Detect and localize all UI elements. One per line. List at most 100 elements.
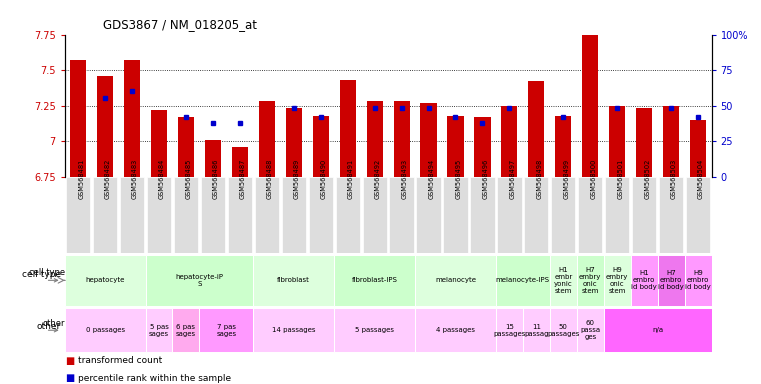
FancyBboxPatch shape <box>603 255 631 306</box>
Bar <box>124 60 140 177</box>
Text: melanocyte-IPS: melanocyte-IPS <box>496 277 550 283</box>
FancyBboxPatch shape <box>336 177 360 253</box>
FancyBboxPatch shape <box>65 308 145 353</box>
Text: GSM568483: GSM568483 <box>132 159 138 199</box>
Text: GSM568503: GSM568503 <box>671 159 677 199</box>
FancyBboxPatch shape <box>309 177 333 253</box>
Text: GSM568481: GSM568481 <box>78 159 84 199</box>
FancyBboxPatch shape <box>550 308 577 353</box>
Bar <box>393 101 409 177</box>
FancyBboxPatch shape <box>416 177 441 253</box>
FancyBboxPatch shape <box>415 308 496 353</box>
Text: GSM568486: GSM568486 <box>213 159 219 199</box>
FancyBboxPatch shape <box>631 255 658 306</box>
Text: GSM568495: GSM568495 <box>456 159 461 199</box>
FancyBboxPatch shape <box>686 177 710 253</box>
Text: GSM568498: GSM568498 <box>537 159 543 199</box>
Text: H9
embro
id body: H9 embro id body <box>685 270 711 290</box>
FancyBboxPatch shape <box>66 177 91 253</box>
FancyBboxPatch shape <box>228 177 252 253</box>
FancyBboxPatch shape <box>578 177 603 253</box>
FancyBboxPatch shape <box>253 308 334 353</box>
Text: other: other <box>37 322 61 331</box>
Text: GSM568504: GSM568504 <box>698 159 704 199</box>
FancyBboxPatch shape <box>659 177 683 253</box>
FancyBboxPatch shape <box>658 255 685 306</box>
Text: cell type: cell type <box>22 270 61 279</box>
Text: 6 pas
sages: 6 pas sages <box>176 324 196 337</box>
FancyBboxPatch shape <box>603 308 712 353</box>
Text: ■: ■ <box>65 373 74 383</box>
Text: ■: ■ <box>65 356 74 366</box>
FancyBboxPatch shape <box>632 177 656 253</box>
Text: 15
passages: 15 passages <box>493 324 526 337</box>
Bar <box>339 80 356 177</box>
Text: GSM568493: GSM568493 <box>402 159 408 199</box>
Text: 50
passages: 50 passages <box>547 324 579 337</box>
Text: GSM568490: GSM568490 <box>320 159 326 199</box>
Text: GSM568488: GSM568488 <box>267 159 273 199</box>
Text: hepatocyte-iP
S: hepatocyte-iP S <box>176 274 224 287</box>
FancyBboxPatch shape <box>255 177 279 253</box>
Bar <box>663 106 679 177</box>
Bar <box>636 108 652 177</box>
Bar <box>151 110 167 177</box>
FancyBboxPatch shape <box>470 177 495 253</box>
Bar <box>609 106 626 177</box>
FancyBboxPatch shape <box>415 255 496 306</box>
Bar <box>70 60 86 177</box>
Text: GSM568502: GSM568502 <box>644 159 650 199</box>
FancyBboxPatch shape <box>551 177 575 253</box>
FancyBboxPatch shape <box>334 308 415 353</box>
Text: hepatocyte: hepatocyte <box>85 277 125 283</box>
FancyBboxPatch shape <box>605 177 629 253</box>
Bar <box>232 147 248 177</box>
Text: percentile rank within the sample: percentile rank within the sample <box>78 374 231 383</box>
Text: 5 passages: 5 passages <box>355 327 394 333</box>
Text: 11
passag: 11 passag <box>524 324 549 337</box>
Text: GSM568497: GSM568497 <box>509 159 515 199</box>
FancyBboxPatch shape <box>93 177 117 253</box>
Text: 14 passages: 14 passages <box>272 327 316 333</box>
Bar <box>421 103 437 177</box>
Bar <box>556 116 572 177</box>
Text: GSM568499: GSM568499 <box>563 159 569 199</box>
FancyBboxPatch shape <box>174 177 198 253</box>
Text: GSM568484: GSM568484 <box>159 159 165 199</box>
FancyBboxPatch shape <box>497 177 521 253</box>
FancyBboxPatch shape <box>524 177 549 253</box>
Text: GSM568485: GSM568485 <box>186 159 192 199</box>
Text: transformed count: transformed count <box>78 356 163 366</box>
FancyBboxPatch shape <box>120 177 144 253</box>
Text: n/a: n/a <box>652 327 663 333</box>
Text: fibroblast-IPS: fibroblast-IPS <box>352 277 397 283</box>
Text: H1
embro
id body: H1 embro id body <box>632 270 657 290</box>
Bar <box>447 116 463 177</box>
FancyBboxPatch shape <box>496 255 550 306</box>
Text: 7 pas
sages: 7 pas sages <box>216 324 237 337</box>
Bar <box>474 117 491 177</box>
Bar <box>528 81 544 177</box>
Text: GSM568492: GSM568492 <box>374 159 380 199</box>
Text: 5 pas
sages: 5 pas sages <box>149 324 169 337</box>
Bar <box>367 101 383 177</box>
Bar <box>285 108 302 177</box>
Text: GSM568496: GSM568496 <box>482 159 489 199</box>
Text: GSM568494: GSM568494 <box>428 159 435 199</box>
Text: GSM568491: GSM568491 <box>348 159 354 199</box>
Text: 4 passages: 4 passages <box>436 327 475 333</box>
Bar <box>582 35 598 177</box>
FancyBboxPatch shape <box>550 255 577 306</box>
FancyBboxPatch shape <box>173 308 199 353</box>
FancyBboxPatch shape <box>145 255 253 306</box>
Text: GSM568500: GSM568500 <box>591 159 597 199</box>
Text: GSM568489: GSM568489 <box>294 159 300 199</box>
Text: GSM568482: GSM568482 <box>105 159 111 199</box>
Text: GSM568501: GSM568501 <box>617 159 623 199</box>
FancyBboxPatch shape <box>65 255 145 306</box>
FancyBboxPatch shape <box>199 308 253 353</box>
Bar <box>501 106 517 177</box>
FancyBboxPatch shape <box>253 255 334 306</box>
FancyBboxPatch shape <box>390 177 414 253</box>
Bar <box>97 76 113 177</box>
